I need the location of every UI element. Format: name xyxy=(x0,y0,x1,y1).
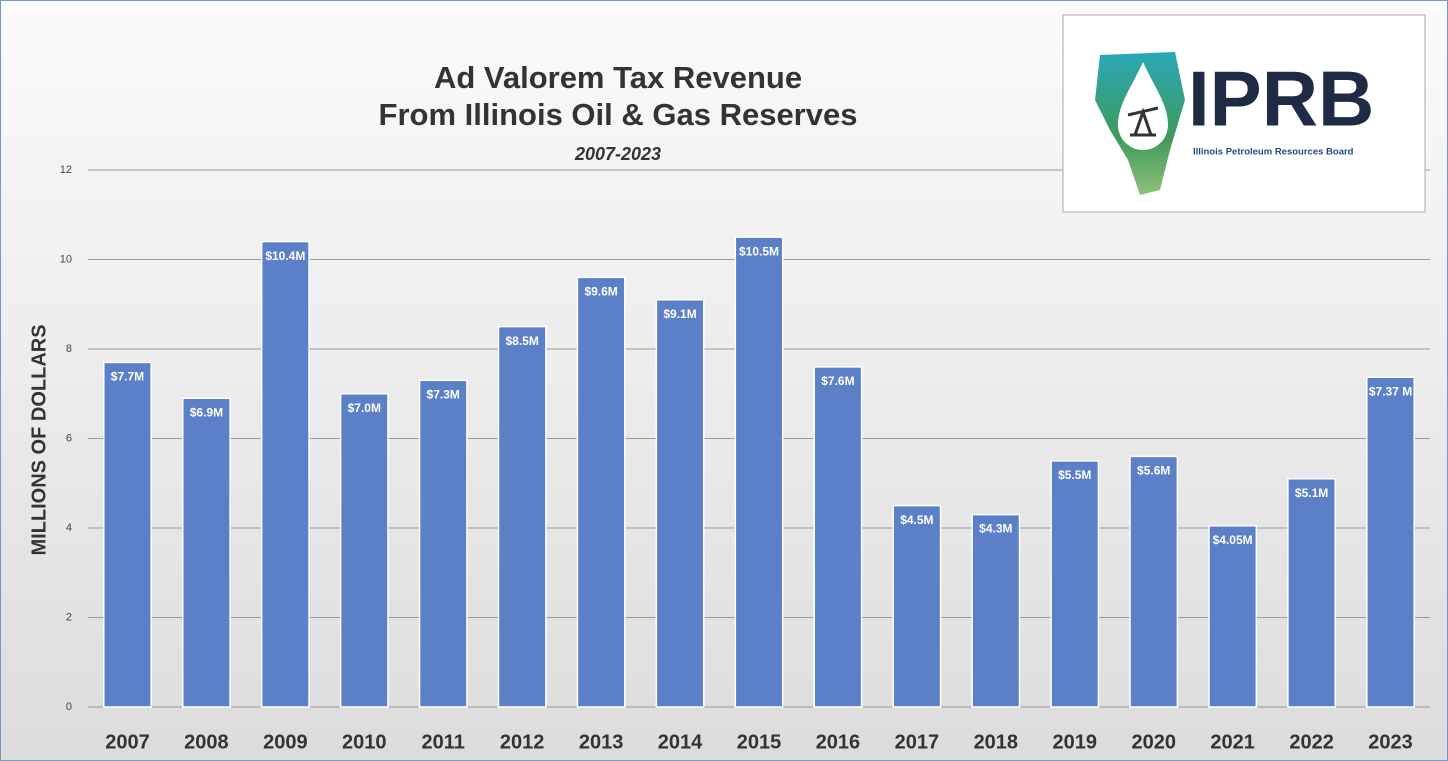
x-tick-label: 2023 xyxy=(1368,731,1413,753)
bar xyxy=(892,504,942,708)
x-tick-label: 2017 xyxy=(895,731,940,753)
bar xyxy=(1129,455,1179,708)
logo-icon xyxy=(1127,106,1159,137)
value-label: $7.7M xyxy=(111,370,144,384)
bar xyxy=(1208,525,1258,708)
y-tick-label: 2 xyxy=(66,611,72,623)
value-label: $8.5M xyxy=(505,334,538,348)
x-tick-label: 2021 xyxy=(1210,731,1255,753)
value-label: $7.37 M xyxy=(1369,384,1412,398)
value-label: $4.5M xyxy=(900,513,933,527)
value-label: $4.05M xyxy=(1213,533,1253,547)
x-tick-label: 2018 xyxy=(974,731,1019,753)
logo-drop xyxy=(1118,62,1168,150)
bar xyxy=(181,397,231,708)
bar xyxy=(260,240,310,708)
value-label: $5.6M xyxy=(1137,464,1170,478)
x-tick-label: 2007 xyxy=(105,731,150,753)
x-tick-label: 2016 xyxy=(816,731,861,753)
y-tick-label: 6 xyxy=(66,432,72,444)
y-tick-label: 12 xyxy=(60,164,72,176)
chart-title: From Illinois Oil & Gas Reserves xyxy=(379,97,858,132)
value-label: $4.3M xyxy=(979,522,1012,536)
x-tick-label: 2022 xyxy=(1289,731,1334,753)
value-label: $10.5M xyxy=(739,244,779,258)
x-tick-label: 2014 xyxy=(658,731,703,753)
y-axis-label: MILLIONS OF DOLLARS xyxy=(28,324,50,555)
value-label: $9.1M xyxy=(663,307,696,321)
y-tick-label: 4 xyxy=(66,522,72,534)
value-label: $10.4M xyxy=(265,249,305,263)
value-label: $7.0M xyxy=(348,401,381,415)
x-tick-label: 2015 xyxy=(737,731,782,753)
bar xyxy=(103,361,152,708)
value-label: $9.6M xyxy=(584,285,617,299)
x-tick-label: 2013 xyxy=(579,731,624,753)
x-tick-label: 2012 xyxy=(500,731,545,753)
chart-subtitle: 2007-2023 xyxy=(574,144,661,164)
bar xyxy=(813,366,863,708)
x-tick-label: 2009 xyxy=(263,731,308,753)
bar xyxy=(971,513,1021,708)
logo-text: IPRB xyxy=(1188,55,1374,143)
bar xyxy=(339,393,389,708)
value-label: $5.1M xyxy=(1295,486,1328,500)
logo-caption: Illinois Petroleum Resources Board xyxy=(1193,147,1354,158)
bar xyxy=(1050,460,1100,708)
y-tick-label: 0 xyxy=(66,701,72,713)
x-tick-label: 2011 xyxy=(422,731,465,753)
x-tick-label: 2008 xyxy=(184,731,229,753)
bar xyxy=(418,379,468,708)
value-label: $6.9M xyxy=(190,405,223,419)
bar xyxy=(655,299,705,708)
value-label: $7.6M xyxy=(821,374,854,388)
bar xyxy=(1366,376,1415,708)
y-tick-label: 10 xyxy=(60,253,72,265)
x-tick-label: 2010 xyxy=(342,731,387,753)
value-label: $7.3M xyxy=(427,387,460,401)
logo: IPRB Illinois Petroleum Resources Board xyxy=(1062,14,1426,213)
chart-title: Ad Valorem Tax Revenue xyxy=(434,60,802,95)
bar xyxy=(1287,478,1337,708)
value-label: $5.5M xyxy=(1058,468,1091,482)
y-tick-label: 8 xyxy=(66,343,72,355)
x-tick-label: 2020 xyxy=(1131,731,1176,753)
bar xyxy=(734,236,784,708)
x-tick-label: 2019 xyxy=(1053,731,1098,753)
bar xyxy=(497,325,547,708)
bar xyxy=(576,276,626,708)
